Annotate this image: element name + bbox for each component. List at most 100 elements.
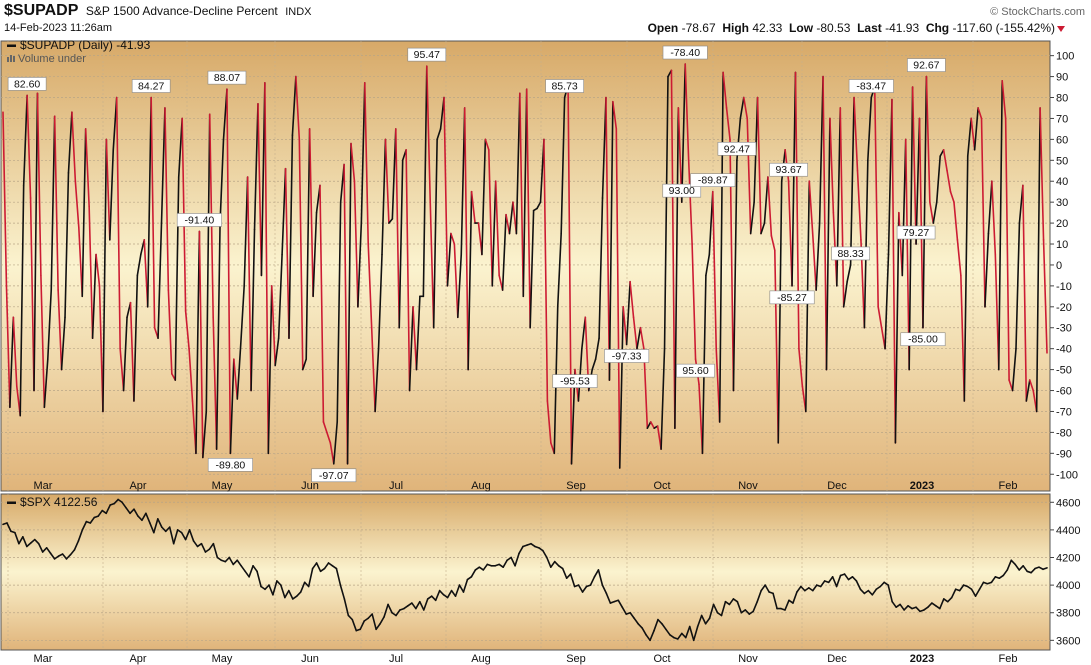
spx-segment (827, 576, 834, 584)
spx-segment (145, 512, 151, 524)
spx-segment (677, 632, 683, 640)
spx-segment (224, 556, 231, 563)
spx-segment (740, 609, 747, 614)
supadp-x-tick-label: Apr (129, 480, 146, 492)
spx-segment (61, 553, 68, 560)
supadp-segment (5, 285, 11, 409)
spx-segment (212, 542, 219, 559)
supadp-segment (129, 301, 135, 402)
supadp-segment (157, 222, 163, 340)
supadp-y-tick-label: 50 (1056, 155, 1068, 167)
spx-segment (208, 542, 215, 551)
spx-segment (73, 540, 80, 551)
supadp-segment (884, 253, 890, 350)
supadp-segment (839, 107, 845, 308)
supadp-segment (78, 226, 84, 298)
description: S&P 1500 Advance-Decline Percent (85, 4, 278, 18)
supadp-segment (250, 228, 256, 392)
supadp-segment (942, 149, 948, 172)
supadp-segment (146, 96, 152, 308)
spx-segment (276, 580, 282, 586)
supadp-segment (1004, 117, 1010, 381)
supadp-segment (1028, 379, 1035, 392)
supadp-segment (481, 138, 487, 256)
spx-segment (200, 542, 207, 553)
supadp-segment (291, 75, 297, 136)
spx-segment (915, 606, 921, 613)
volume-bar (7, 57, 9, 62)
supadp-x-tick-label: Sep (566, 480, 586, 492)
volume-bar (13, 56, 15, 62)
spx-segment (482, 563, 489, 571)
supadp-segment (453, 243, 459, 319)
spx-segment (696, 614, 703, 628)
spx-segment (657, 618, 663, 625)
supadp-segment (760, 222, 766, 235)
spx-segment (22, 535, 28, 548)
supadp-segment (88, 205, 94, 340)
peak-label: -78.40 (662, 45, 708, 60)
spx-segment (879, 581, 886, 588)
top-legend-swatch (7, 44, 16, 47)
spx-segment (887, 584, 893, 603)
peak-label-box (131, 79, 171, 93)
spx-segment (319, 567, 326, 573)
spx-segment (597, 569, 604, 586)
supadp-segment (405, 149, 411, 392)
spx-segment (403, 605, 409, 610)
spx-segment (1014, 563, 1021, 571)
supadp-segment (219, 138, 225, 224)
spx-segment (538, 547, 544, 552)
spx-segment (553, 560, 560, 567)
spx-segment (41, 547, 48, 553)
spx-segment (470, 569, 477, 578)
spx-segment (728, 598, 735, 606)
supadp-segment (298, 138, 304, 371)
supadp-segment (798, 347, 804, 388)
supadp-segment (467, 190, 473, 371)
spx-segment (419, 600, 425, 611)
spx-segment (69, 549, 76, 556)
peak-label-box (662, 183, 702, 198)
datetime: 14-Feb-2023 11:26am (4, 22, 113, 34)
supadp-segment (319, 184, 325, 423)
peak-label-text: -89.87 (698, 175, 728, 187)
volume-legend-text: Volume under (18, 53, 86, 65)
brand[interactable]: © StockCharts.com (990, 6, 1085, 18)
spx-series (2, 498, 1048, 642)
supadp-segment (350, 142, 356, 183)
peak-label-text: 95.60 (682, 365, 708, 377)
spx-segment (149, 522, 155, 534)
peak-label-text: 88.33 (837, 248, 863, 260)
spx-segment (37, 542, 44, 553)
spx-segment (6, 522, 12, 533)
spx-segment (875, 585, 882, 591)
supadp-segment (725, 107, 731, 141)
spx-segment (990, 576, 997, 584)
spx-y-tick-label: 4000 (1056, 580, 1080, 592)
peak-label: -89.87 (690, 173, 736, 187)
supadp-segment (50, 115, 56, 291)
supadp-segment (264, 82, 270, 455)
supadp-segment (277, 253, 283, 340)
spx-segment (942, 598, 949, 603)
supadp-segment (508, 201, 514, 235)
supadp-segment (519, 92, 525, 298)
spx-segment (168, 526, 175, 545)
supadp-x-tick-label: Mar (34, 480, 53, 492)
supadp-segment (2, 111, 8, 287)
spx-segment (29, 538, 36, 544)
low-value: -80.53 (816, 21, 851, 35)
spx-x-tick-label: Dec (827, 653, 847, 665)
supadp-segment (773, 249, 780, 444)
spx-segment (252, 564, 258, 573)
supadp-segment (353, 180, 359, 308)
supadp-segment (215, 222, 221, 450)
peak-label-text: 93.67 (775, 164, 801, 176)
supadp-segment (491, 180, 497, 287)
peak-label-text: -97.33 (612, 350, 642, 362)
supadp-segment (374, 347, 380, 413)
supadp-segment (501, 213, 507, 291)
supadp-segment (718, 71, 724, 423)
supadp-segment (71, 111, 77, 183)
